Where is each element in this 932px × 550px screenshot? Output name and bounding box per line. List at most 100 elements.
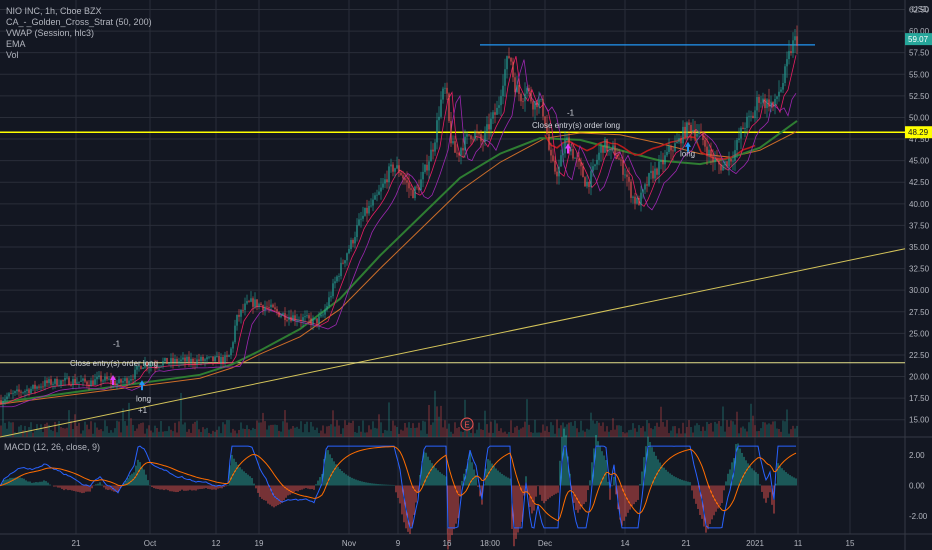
- volume-bar: [318, 433, 320, 437]
- macd-histogram-bar: [305, 485, 307, 488]
- indicator-vol[interactable]: Vol: [6, 50, 19, 60]
- candle-body: [726, 161, 728, 167]
- macd-histogram-bar: [513, 485, 515, 547]
- macd-histogram-bar: [727, 473, 729, 486]
- volume-bar: [584, 431, 586, 437]
- volume-bar: [286, 422, 288, 437]
- candle-body: [176, 358, 178, 363]
- candle-body: [608, 150, 610, 152]
- volume-bar: [688, 420, 690, 437]
- volume-bar: [508, 432, 510, 437]
- volume-bar: [82, 430, 84, 437]
- volume-bar: [382, 433, 384, 437]
- volume-bar: [682, 422, 684, 437]
- volume-bar: [338, 425, 340, 437]
- volume-bar: [404, 422, 406, 437]
- macd-histogram-bar: [73, 485, 75, 492]
- candle-body: [516, 85, 518, 93]
- volume-bar: [352, 420, 354, 437]
- macd-histogram-bar: [225, 485, 227, 487]
- candle-body: [522, 101, 524, 103]
- earnings-marker[interactable]: E: [460, 417, 474, 431]
- volume-bar: [0, 425, 2, 437]
- candle-body: [138, 366, 140, 367]
- signal-arrow-stem-3: [687, 146, 689, 152]
- volume-bar: [156, 428, 158, 437]
- macd-histogram-bar: [47, 482, 49, 486]
- candle-body: [46, 380, 48, 384]
- volume-bar: [94, 422, 96, 437]
- volume-bar: [98, 429, 100, 437]
- volume-bar: [540, 432, 542, 437]
- volume-bar: [182, 424, 184, 437]
- candle-body: [580, 161, 582, 167]
- volume-bar: [614, 429, 616, 437]
- volume-bar: [160, 421, 162, 437]
- volume-bar: [446, 428, 448, 437]
- candle-body: [204, 359, 206, 361]
- candle-body: [720, 164, 722, 171]
- indicator-vwap[interactable]: VWAP (Session, hlc3): [6, 28, 95, 38]
- macd-histogram-bar: [725, 481, 727, 486]
- candle-body: [756, 97, 758, 111]
- symbol-title[interactable]: NIO INC, 1h, Cboe BZX: [6, 6, 102, 16]
- macd-histogram-bar: [471, 462, 473, 486]
- volume-bar: [654, 426, 656, 437]
- candle-body: [324, 309, 326, 315]
- candle-body: [482, 141, 484, 143]
- vwap-line: [0, 59, 797, 408]
- indicator-golden-cross[interactable]: CA_-_Golden_Cross_Strat (50, 200): [6, 17, 152, 27]
- macd-histogram-bar: [255, 485, 257, 489]
- macd-histogram-bar: [667, 471, 669, 486]
- candle-body: [142, 367, 144, 369]
- volume-bar: [570, 422, 572, 437]
- candle-body: [202, 357, 204, 361]
- candle-body: [724, 161, 726, 166]
- volume-bar: [552, 425, 554, 437]
- candle-body: [96, 376, 98, 380]
- x-tick-label: 16: [443, 539, 452, 548]
- candle-body: [206, 357, 208, 360]
- macd-histogram-bar: [729, 469, 731, 486]
- indicator-ema[interactable]: EMA: [6, 39, 26, 49]
- macd-histogram-bar: [445, 476, 447, 486]
- candle-body: [502, 85, 504, 97]
- candle-body: [674, 143, 676, 152]
- candle-body: [352, 239, 354, 244]
- volume-bar: [456, 428, 458, 437]
- candle-body: [396, 165, 398, 169]
- trendlines[interactable]: [0, 44, 906, 438]
- diagonal-trendline[interactable]: [0, 248, 906, 438]
- x-tick-label: 19: [255, 539, 264, 548]
- macd-histogram-bar: [515, 485, 517, 539]
- y-tick-label: 45.00: [909, 157, 930, 166]
- macd-histogram-bar: [743, 456, 745, 486]
- candle-body: [672, 150, 674, 152]
- macd-histogram-bar: [231, 455, 233, 486]
- volume-bar: [262, 412, 264, 437]
- volume-bar: [202, 427, 204, 437]
- volume-bar: [790, 429, 792, 437]
- macd-histogram-bar: [387, 484, 389, 486]
- volume-bar: [752, 415, 754, 437]
- candle-body: [686, 122, 688, 138]
- volume-bar: [234, 430, 236, 437]
- macd-histogram-bar: [519, 485, 521, 527]
- macd-legend[interactable]: MACD (12, 26, close, 9): [4, 442, 101, 452]
- candle-body: [638, 197, 640, 206]
- macd-histogram-bar: [745, 460, 747, 486]
- volume-bar: [250, 430, 252, 437]
- volume-bar: [524, 421, 526, 437]
- volume-bar: [746, 431, 748, 437]
- candle-body: [170, 358, 172, 363]
- volume-bar: [164, 431, 166, 437]
- volume-bar: [566, 424, 568, 437]
- macd-histogram-bar: [497, 470, 499, 486]
- volume-bar: [158, 431, 160, 437]
- volume-bar: [768, 423, 770, 437]
- candle-body: [378, 191, 380, 195]
- volume-bar: [658, 426, 660, 437]
- candle-body: [576, 157, 578, 159]
- macd-histogram-bar: [523, 485, 525, 496]
